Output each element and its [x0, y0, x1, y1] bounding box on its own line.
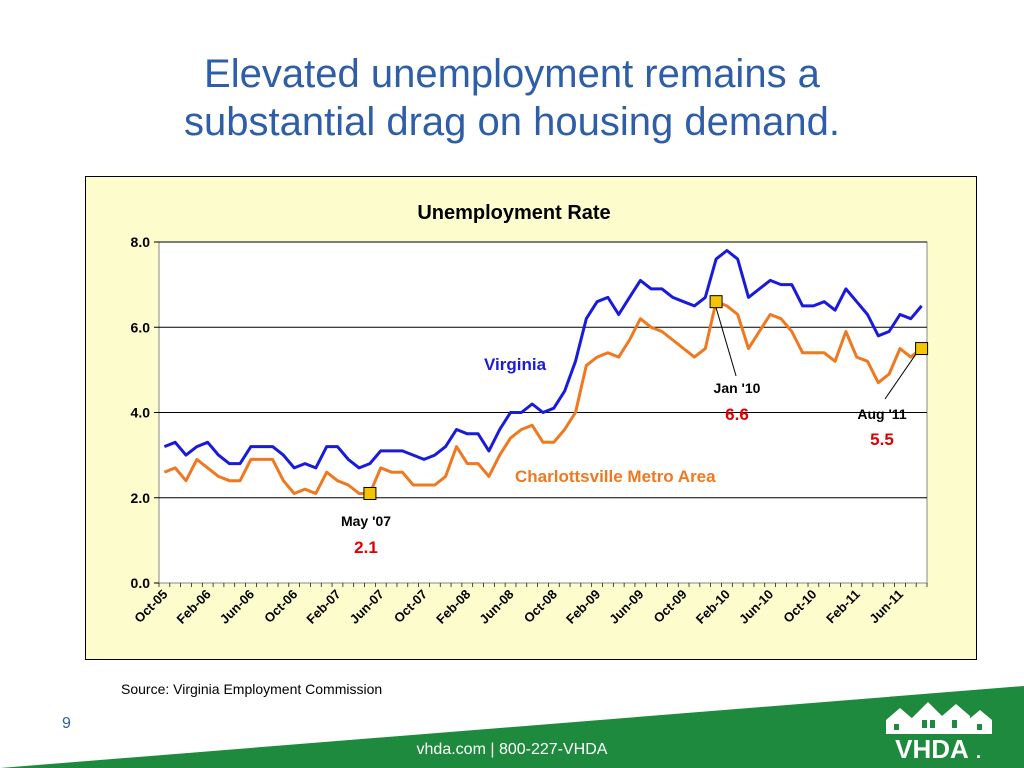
annotation-marker — [363, 486, 377, 500]
page-number: 9 — [62, 715, 71, 732]
source-note: Source: Virginia Employment Commission — [121, 681, 383, 697]
logo-text: VHDA — [895, 734, 969, 764]
annotation-marker — [915, 342, 929, 356]
x-tick-label: Oct-07 — [391, 587, 430, 626]
x-tick-label: Feb-10 — [693, 587, 733, 627]
annotation-value-aug11: 5.5 — [870, 430, 894, 449]
houses-icon — [886, 702, 992, 734]
y-tick-label: 0.0 — [131, 575, 151, 591]
footer-contact[interactable]: vhda.com | 800-227-VHDA — [416, 741, 608, 758]
series-label-virginia: Virginia — [484, 355, 547, 374]
x-tick-label: Jun-06 — [217, 587, 257, 627]
x-tick-label: Jun-10 — [736, 587, 776, 627]
annotation-leader-aug11 — [884, 354, 917, 400]
annotation-value-jan10: 6.6 — [725, 405, 749, 424]
virginia-line — [163, 249, 923, 470]
chart-frame: Unemployment Rate 0.0 2.0 4.0 6.0 8.0 Oct-05 Fe… — [85, 176, 977, 660]
charlottesville-line — [163, 300, 923, 495]
x-tick-label: Jun-08 — [476, 587, 516, 627]
x-tick-label: Oct-05 — [131, 587, 170, 626]
x-tick-label: Jun-07 — [347, 587, 387, 627]
x-tick-label: Oct-06 — [261, 587, 300, 626]
slide-title: Elevated unemployment remains a substant… — [60, 50, 964, 146]
annotation-label-may07: May '07 — [341, 513, 391, 529]
footer-green-bar — [0, 686, 1024, 768]
y-tick-label: 4.0 — [131, 405, 151, 421]
logo-mark: . — [976, 742, 981, 762]
x-tick-label: Oct-08 — [521, 587, 560, 626]
annotation-label-jan10: Jan '10 — [714, 380, 761, 396]
x-tick-label: Feb-08 — [433, 587, 473, 627]
x-tick-label: Oct-10 — [780, 587, 819, 626]
vhda-logo: VHDA . — [886, 702, 992, 764]
y-tick-label: 8.0 — [131, 234, 151, 250]
y-tick-label: 6.0 — [131, 319, 151, 335]
annotation-leader-jan10 — [715, 307, 737, 377]
x-tick-label: Jun-11 — [866, 587, 906, 627]
x-tick-label: Oct-09 — [651, 587, 690, 626]
y-tick-label: 2.0 — [131, 490, 151, 506]
annotation-label-aug11: Aug '11 — [857, 406, 906, 422]
x-tick-label: Jun-09 — [606, 587, 646, 627]
annotation-marker — [709, 295, 723, 309]
annotation-value-may07: 2.1 — [354, 538, 378, 557]
x-tick-label: Feb-11 — [823, 587, 863, 627]
x-tick-label: Feb-09 — [563, 587, 603, 627]
slide-title-line2: substantial drag on housing demand. — [183, 100, 840, 144]
x-tick-label: Feb-06 — [174, 587, 214, 627]
chart-title: Unemployment Rate — [417, 202, 610, 224]
x-tick-label: Feb-07 — [303, 587, 343, 627]
series-label-charlottesville: Charlottsville Metro Area — [515, 467, 716, 486]
slide-title-line1: Elevated unemployment remains a — [204, 52, 820, 96]
